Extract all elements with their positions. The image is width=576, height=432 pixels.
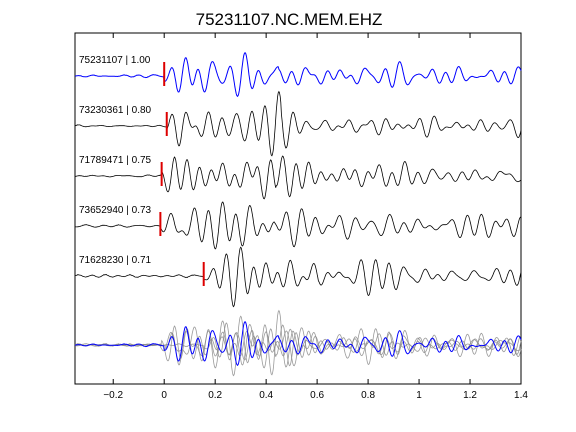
trace-label-75231107: 75231107 | 1.00 (79, 55, 151, 66)
x-axis: −0.2 0 0.2 0.4 0.6 0.8 1 1.2 1.4 (103, 33, 528, 401)
trace-71628230 (74, 246, 522, 308)
overlay-stack (74, 309, 522, 377)
x-tick-label: 1 (416, 390, 422, 401)
plot-frame (74, 32, 522, 385)
trace-73230361 (74, 90, 522, 157)
x-tick-label: 1.2 (463, 390, 477, 401)
x-tick-label: −0.2 (103, 390, 123, 401)
overlay-trace-75231107 (74, 320, 522, 367)
traces-group (74, 51, 522, 308)
x-tick-label: 0.8 (361, 390, 375, 401)
pick-markers (159, 62, 205, 286)
trace-71789471 (74, 155, 522, 200)
trace-label-71789471: 71789471 | 0.75 (79, 155, 152, 166)
trace-73652940 (74, 201, 522, 250)
x-tick-label: 0.2 (208, 390, 222, 401)
trace-label-73230361: 73230361 | 0.80 (79, 105, 152, 116)
trace-label-71628230: 71628230 | 0.71 (79, 255, 152, 266)
x-tick-label: 0.6 (310, 390, 324, 401)
x-tick-label: 0 (161, 390, 167, 401)
trace-labels: 75231107 | 1.00 73230361 | 0.80 71789471 |… (79, 55, 152, 266)
x-tick-label: 1.4 (514, 390, 528, 401)
x-tick-label: 0.4 (259, 390, 273, 401)
chart-title: 75231107.NC.MEM.EHZ (196, 10, 383, 29)
trace-75231107 (74, 51, 522, 98)
trace-label-73652940: 73652940 | 0.73 (79, 205, 152, 216)
